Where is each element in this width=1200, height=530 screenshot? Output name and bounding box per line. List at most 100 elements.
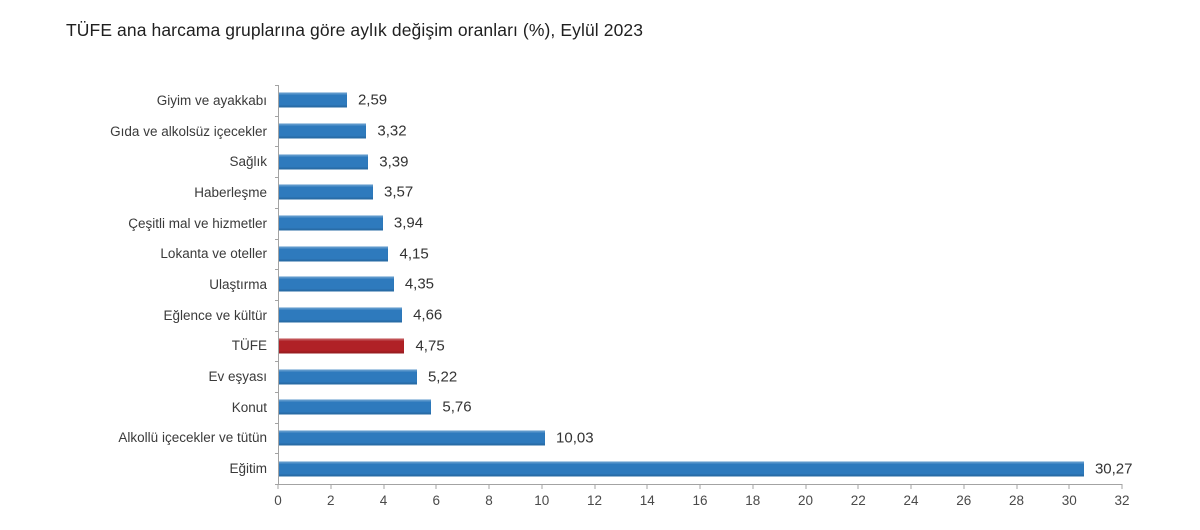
category-label: Çeşitli mal ve hizmetler (128, 215, 267, 231)
x-tick-label: 28 (1008, 493, 1025, 509)
category-label: Ulaştırma (209, 276, 267, 292)
category-label: Konut (231, 399, 267, 415)
value-label: 2,59 (357, 91, 388, 109)
value-label: 3,39 (379, 153, 409, 171)
x-tick-label: 2 (326, 493, 335, 509)
bar (278, 307, 403, 323)
bar-row: Konut 5,76 (68, 392, 1130, 423)
bar-track: 4,66 (278, 300, 1130, 331)
bar-track: 4,75 (278, 331, 1130, 362)
y-axis-tick (275, 299, 279, 301)
bar (278, 92, 347, 108)
bar-row: Lokanta ve oteller 4,15 (68, 238, 1130, 269)
bar-row: Ulaştırma 4,35 (68, 269, 1130, 300)
y-axis-tick (275, 269, 279, 271)
value-label: 5,22 (427, 368, 458, 386)
x-axis-tick (963, 484, 965, 490)
bar-row: Ev eşyası 5,22 (68, 361, 1130, 392)
category-label: Eğitim (229, 461, 267, 477)
bar (278, 123, 367, 139)
bar-row: Haberleşme 3,57 (68, 177, 1130, 208)
value-label: 4,15 (399, 245, 429, 263)
x-axis-tick (752, 484, 754, 490)
x-axis-tick (805, 484, 806, 490)
bar-track: 3,32 (278, 116, 1130, 147)
y-axis-tick (275, 85, 279, 86)
x-tick-label: 26 (956, 493, 972, 509)
x-axis-tick (1068, 484, 1070, 490)
x-tick-label: 8 (485, 493, 493, 509)
bar-row: Çeşitli mal ve hizmetler 3,94 (68, 208, 1130, 239)
bar-row: Sağlık 3,39 (68, 146, 1130, 177)
x-axis-tick (594, 484, 595, 490)
bar (278, 246, 389, 262)
y-axis-tick (275, 207, 279, 209)
x-axis-tick (435, 484, 437, 490)
x-tick-label: 10 (534, 493, 550, 509)
x-axis-tick (277, 484, 279, 490)
bar-track: 4,15 (278, 238, 1130, 269)
x-axis-tick (383, 484, 384, 490)
x-axis-tick (330, 484, 332, 490)
y-axis-tick (275, 484, 279, 486)
bar-row: Alkollü içecekler ve tütün 10,03 (68, 423, 1130, 454)
x-axis-tick (857, 484, 859, 490)
bar-track: 10,03 (278, 423, 1130, 454)
value-label: 3,32 (377, 122, 407, 140)
x-tick-label: 20 (797, 493, 814, 509)
y-axis-tick (275, 330, 279, 332)
x-tick-label: 30 (1061, 493, 1077, 509)
bar-row: TÜFE 4,75 (68, 331, 1130, 362)
category-label: Lokanta ve oteller (160, 246, 267, 262)
plot-area: Giyim ve ayakkabı 2,59 Gıda ve alkolsüz iç… (68, 85, 1133, 484)
category-label: Eğlence ve kültür (163, 307, 267, 323)
y-axis-tick (275, 361, 279, 363)
value-label: 3,57 (384, 183, 414, 201)
x-axis-tick (1016, 484, 1017, 490)
category-label: Ev eşyası (208, 369, 267, 385)
category-label: Alkollü içecekler ve tütün (118, 430, 267, 446)
category-label: Sağlık (229, 154, 267, 170)
bar (278, 184, 374, 200)
y-axis-tick (275, 177, 279, 179)
bar (278, 461, 1084, 477)
bar-track: 2,59 (278, 85, 1130, 116)
bar-track: 5,76 (278, 392, 1130, 423)
x-tick-label: 12 (586, 493, 603, 509)
category-label: Haberleşme (194, 184, 267, 200)
category-label: Giyim ve ayakkabı (156, 92, 267, 108)
bar-row: Eğitim 30,27 (68, 453, 1133, 484)
bar-track: 5,22 (278, 361, 1130, 392)
y-axis-tick (275, 392, 279, 393)
bar-track: 4,35 (278, 269, 1130, 300)
bar-track: 3,57 (278, 177, 1130, 208)
highlight-bar (278, 338, 405, 354)
bar-chart: Giyim ve ayakkabı 2,59 Gıda ve alkolsüz iç… (68, 85, 1133, 515)
chart-title: TÜFE ana harcama gruplarına göre aylık d… (66, 20, 644, 40)
value-label: 4,66 (413, 306, 443, 324)
bar-track: 3,94 (278, 208, 1130, 239)
category-label: TÜFE (231, 338, 267, 354)
value-label: 30,27 (1094, 460, 1133, 478)
bar-track: 30,27 (278, 453, 1133, 484)
bar-row: Eğlence ve kültür 4,66 (68, 300, 1130, 331)
bar (278, 430, 546, 446)
x-tick-label: 6 (432, 493, 441, 509)
x-tick-label: 18 (745, 493, 761, 509)
bar (278, 215, 383, 231)
value-label: 4,35 (404, 275, 435, 293)
bar (278, 399, 432, 415)
bar (278, 154, 369, 170)
x-tick-label: 32 (1114, 493, 1130, 509)
value-label: 5,76 (442, 398, 472, 416)
x-tick-label: 14 (639, 493, 655, 509)
x-axis-tick (699, 484, 701, 490)
x-axis-tick (488, 484, 490, 490)
y-axis-tick (275, 453, 279, 455)
x-tick-label: 24 (903, 493, 919, 509)
y-axis-tick (275, 422, 279, 424)
x-tick-label: 16 (692, 493, 708, 509)
value-label: 3,94 (393, 214, 424, 232)
category-label: Gıda ve alkolsüz içecekler (110, 123, 267, 139)
